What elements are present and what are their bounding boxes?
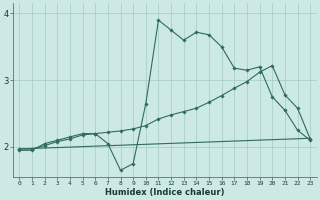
- X-axis label: Humidex (Indice chaleur): Humidex (Indice chaleur): [105, 188, 225, 197]
